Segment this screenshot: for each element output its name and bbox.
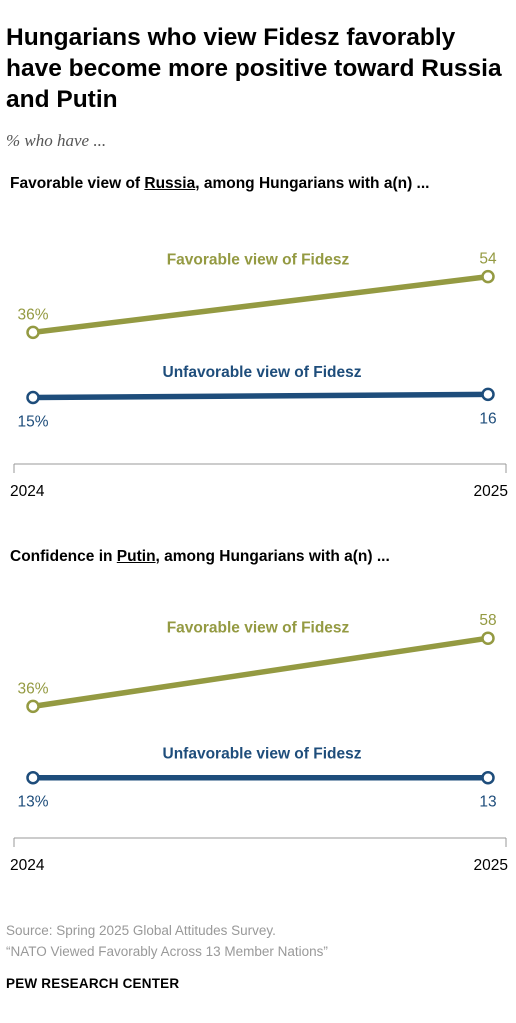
panel-1-line-chart: 2024 2025 36% 54 Favorable view of Fidesz 15%… (10, 251, 508, 500)
favorable-data-point (26, 325, 40, 340)
favorable-series-label: Favorable view of Fidesz (167, 252, 350, 269)
favorable-data-point (481, 631, 495, 645)
panel-2-line-chart: 2024 2025 36% 58 Favorable view of Fidesz 13%… (10, 612, 508, 874)
panel-1-keyword: Russia (144, 175, 196, 192)
x-tick-label: 2024 (10, 857, 45, 874)
favorable-series-label: Favorable view of Fidesz (167, 619, 350, 636)
data-label: 16 (479, 410, 496, 427)
data-label: 58 (479, 612, 496, 629)
data-label: 36% (17, 680, 48, 697)
unfavorable-data-point (26, 770, 40, 785)
data-label: 54 (479, 251, 497, 268)
brand-logo-text: PEW RESEARCH CENTER (6, 976, 180, 991)
x-tick-label: 2025 (474, 483, 508, 500)
favorable-series-line (32, 273, 489, 336)
chart-title: Hungarians who view Fidesz favorably hav… (6, 24, 502, 113)
panel-2-keyword: Putin (116, 548, 156, 565)
favorable-series-line (32, 635, 489, 710)
unfavorable-data-point (481, 770, 495, 785)
unfavorable-series-line (32, 391, 489, 401)
data-label: 15% (17, 414, 48, 431)
unfavorable-data-point (26, 390, 40, 405)
data-label: 36% (17, 306, 48, 323)
x-tick-label: 2025 (474, 857, 508, 874)
panel-2-title: Confidence in Putin, among Hungarians wi… (10, 548, 390, 565)
favorable-data-point (481, 269, 495, 284)
data-label: 13% (17, 794, 48, 811)
source-line-1: Source: Spring 2025 Global Attitudes Sur… (6, 923, 276, 938)
unfavorable-series-label: Unfavorable view of Fidesz (163, 746, 362, 763)
favorable-data-point (26, 699, 40, 714)
unfavorable-data-point (481, 387, 495, 402)
chart-subtitle: % who have ... (6, 131, 107, 150)
x-tick-label: 2024 (10, 483, 45, 500)
data-label: 13 (479, 794, 496, 811)
unfavorable-series-label: Unfavorable view of Fidesz (163, 364, 362, 381)
source-note: Source: Spring 2025 Global Attitudes Sur… (6, 920, 328, 962)
source-line-2: “NATO Viewed Favorably Across 13 Member … (6, 944, 328, 959)
panel-1-title: Favorable view of Russia, among Hungaria… (10, 175, 430, 192)
